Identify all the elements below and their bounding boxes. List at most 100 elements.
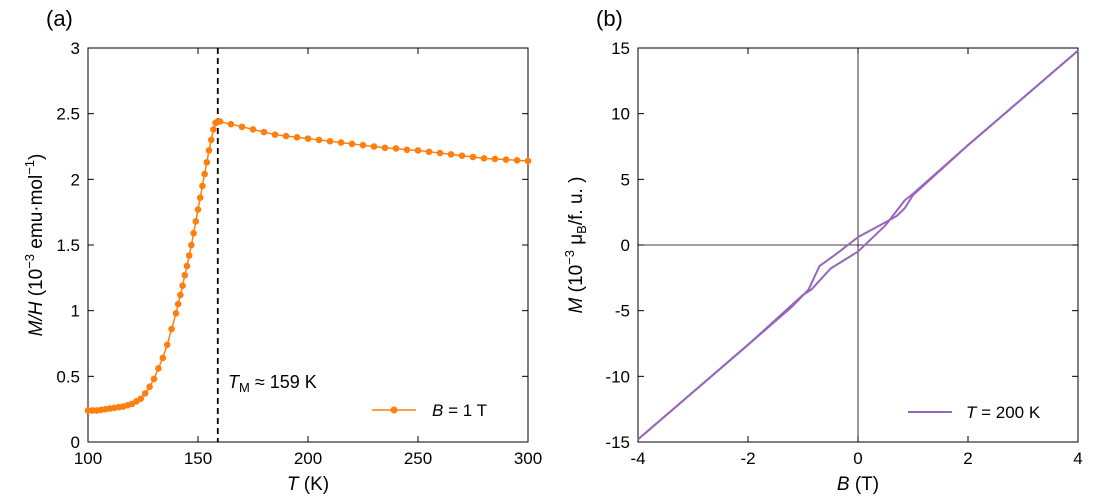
data-point-a (199, 182, 206, 190)
data-point-a (216, 118, 224, 125)
data-point-a (188, 241, 195, 249)
x-tick-label-b: 4 (1073, 449, 1082, 468)
data-point-a (181, 271, 189, 279)
panel-label-a: (a) (46, 6, 73, 31)
x-tick-label-a: 200 (294, 449, 322, 468)
panel-a-magnetization-vs-temperature: (a) 100 150 200 250 300 0 0.5 1 1.5 2 2.5 3 T (K) M… (22, 6, 542, 495)
data-point-a (190, 229, 197, 237)
y-tick-label-a: 0.5 (56, 367, 80, 386)
legend-a: B = 1 T (372, 401, 487, 420)
data-point-a (203, 158, 211, 166)
data-point-a (392, 145, 400, 152)
legend-b: T = 200 K (908, 403, 1041, 422)
data-point-a (337, 139, 345, 146)
data-point-a (524, 157, 532, 165)
y-tick-label-b: 10 (611, 105, 630, 124)
x-tick-label-b: -4 (630, 449, 645, 468)
data-point-a (155, 365, 162, 372)
data-point-a (177, 291, 184, 299)
data-point-a (381, 144, 389, 152)
data-point-a (194, 206, 202, 213)
legend-marker-a (390, 406, 398, 414)
data-point-a (249, 126, 257, 133)
data-point-a (163, 341, 171, 349)
data-point-a (293, 134, 301, 141)
y-tick-label-b: 0 (621, 236, 630, 255)
x-tick-label-a: 300 (514, 449, 542, 468)
data-point-a (207, 136, 215, 144)
x-axis-label-a: T (K) (287, 474, 329, 495)
data-point-a (260, 128, 268, 136)
data-point-a (271, 131, 279, 138)
y-tick-label-a: 1.5 (56, 236, 80, 255)
y-tick-label-b: -10 (605, 367, 630, 386)
x-tick-label-b: 0 (853, 449, 862, 468)
x-axis-label-b: B (T) (837, 474, 879, 495)
y-tick-label-b: -5 (615, 302, 630, 321)
data-point-a (168, 325, 175, 333)
data-point-a (513, 156, 521, 164)
data-point-a (205, 147, 213, 154)
data-point-a (159, 354, 167, 362)
data-point-a (192, 218, 200, 225)
legend-label-b: T = 200 K (966, 403, 1041, 422)
x-tick-label-b: 2 (963, 449, 972, 468)
data-point-a (172, 309, 180, 317)
y-tick-label-b: -15 (605, 433, 630, 452)
data-point-a (227, 120, 235, 128)
y-axis-label-a: M/H (10−3 emu·mol−1) (22, 154, 47, 337)
data-point-a (370, 143, 378, 150)
data-point-a (282, 132, 290, 140)
x-tick-label-a: 250 (404, 449, 432, 468)
data-point-a (304, 135, 312, 142)
data-point-a (359, 141, 367, 149)
y-tick-label-a: 2.5 (56, 105, 80, 124)
data-point-a (201, 170, 208, 178)
data-point-a (183, 262, 191, 270)
axis-ticks-a: 100 150 200 250 300 0 0.5 1 1.5 2 2.5 3 (56, 39, 542, 468)
data-point-a (137, 395, 145, 402)
x-tick-label-b: -2 (740, 449, 755, 468)
data-point-a (196, 194, 204, 202)
data-point-a (326, 137, 334, 145)
x-tick-label-a: 100 (74, 449, 102, 468)
y-tick-label-a: 3 (71, 39, 80, 58)
legend-label-a: B = 1 T (432, 401, 487, 420)
y-tick-label-a: 2 (71, 170, 80, 189)
y-tick-label-b: 5 (621, 170, 630, 189)
data-point-a (480, 155, 488, 162)
data-point-a (436, 149, 444, 157)
data-point-a (174, 300, 182, 308)
y-tick-label-a: 1 (71, 302, 80, 321)
panel-b-magnetization-vs-field: (b) -4 -2 0 2 4 -15 -10 -5 0 5 10 15 B (T) M (10−3 … (562, 6, 1083, 495)
data-point-a (348, 140, 356, 148)
data-point-a (458, 152, 466, 159)
data-point-a (414, 147, 422, 154)
data-point-a (179, 282, 186, 290)
y-tick-label-a: 0 (71, 433, 80, 452)
data-point-a (447, 151, 455, 158)
data-point-a (491, 155, 499, 163)
transition-annotation: TM ≈ 159 K (228, 372, 317, 395)
data-point-a (403, 146, 411, 154)
data-point-a (141, 390, 149, 397)
series-a (84, 48, 532, 442)
series-b (637, 49, 1079, 441)
x-tick-label-a: 150 (184, 449, 212, 468)
axis-ticks-b: -4 -2 0 2 4 -15 -10 -5 0 5 10 15 (605, 39, 1082, 468)
data-point-a (315, 136, 323, 144)
zero-lines-b (638, 48, 1078, 442)
hysteresis-branch-ascending (637, 49, 1079, 441)
data-point-a (425, 148, 433, 156)
series-line-a (88, 120, 529, 412)
data-point-a (185, 252, 193, 259)
data-point-a (210, 126, 217, 133)
data-point-a (502, 156, 510, 163)
y-tick-label-b: 15 (611, 39, 630, 58)
data-point-a (238, 123, 246, 131)
hysteresis-branch-descending (637, 49, 1079, 441)
data-point-a (469, 153, 477, 161)
data-point-a (150, 375, 158, 383)
data-point-a (146, 383, 153, 391)
